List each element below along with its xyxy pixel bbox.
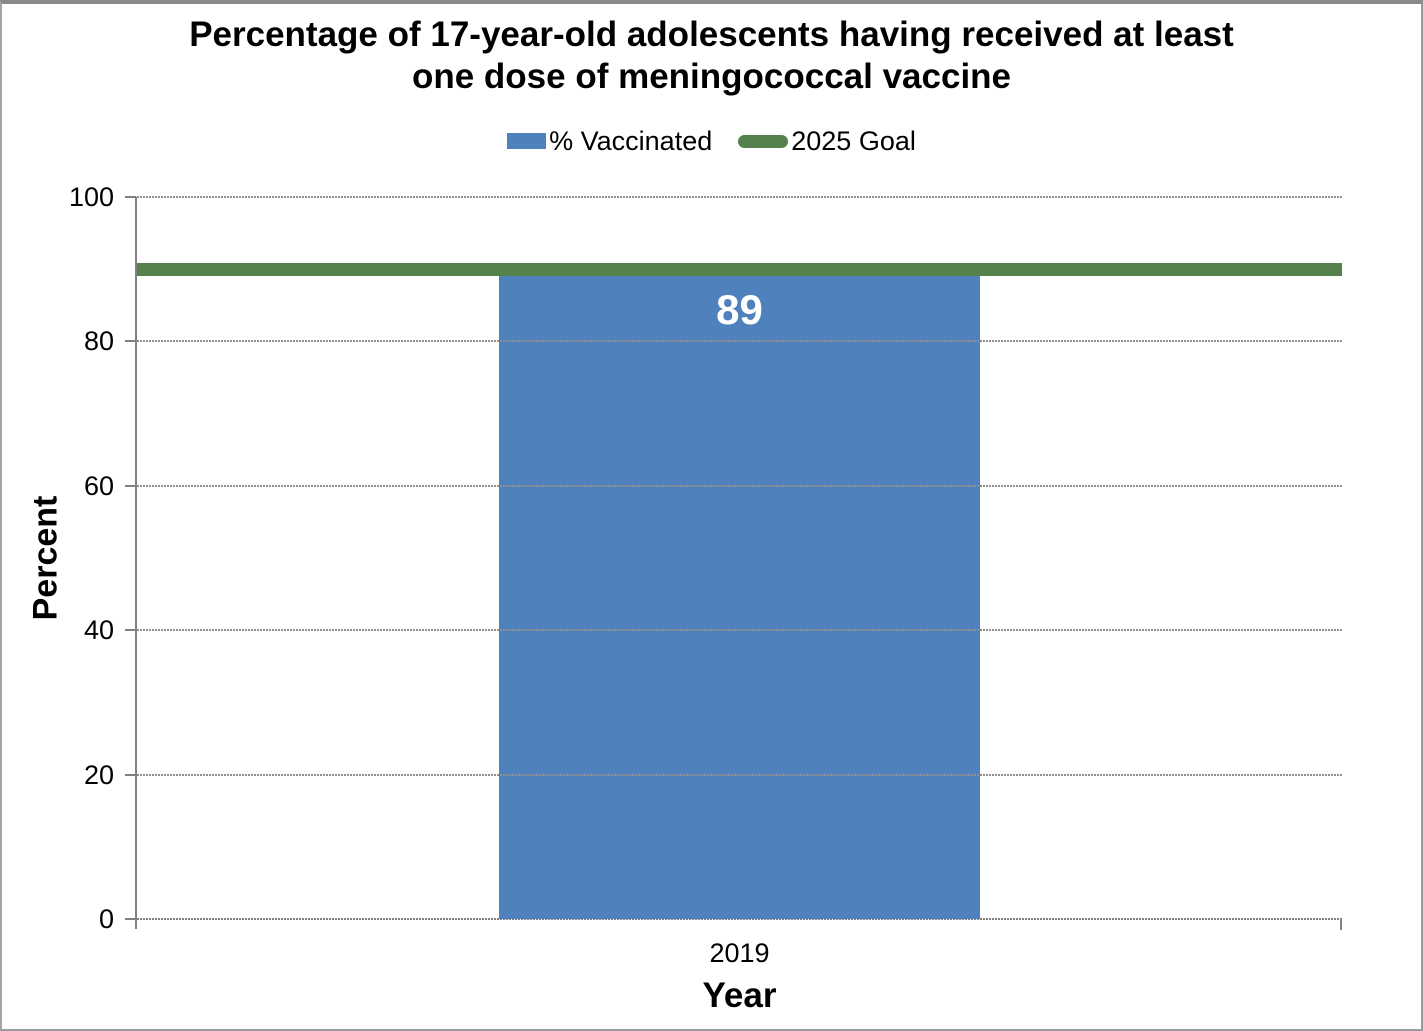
x-axis-tick-mark <box>1340 920 1342 930</box>
legend-item-vaccinated: % Vaccinated <box>507 126 712 157</box>
legend-item-goal: 2025 Goal <box>738 126 916 157</box>
y-tick-label-0: 0 <box>98 904 114 934</box>
x-tick-label-2019: 2019 <box>709 938 770 968</box>
legend-bar-swatch-icon <box>507 133 547 149</box>
y-tick-mark <box>125 918 136 920</box>
y-tick-label-20: 20 <box>83 759 114 790</box>
gridline-40 <box>137 629 1342 632</box>
y-tick-mark <box>125 196 136 198</box>
y-tick-label-60: 60 <box>83 470 114 501</box>
gridline-60 <box>137 484 1342 487</box>
goal-line <box>137 262 1342 276</box>
gridline-100 <box>137 196 1342 198</box>
legend: % Vaccinated 2025 Goal <box>2 124 1421 158</box>
chart-title-line-2: one dose of meningococcal vaccine <box>411 57 1012 96</box>
gridline-80 <box>137 340 1342 343</box>
y-tick-label-100: 100 <box>68 182 114 212</box>
chart-title: Percentage of 17-year-old adolescents ha… <box>2 14 1421 98</box>
legend-label-vaccinated: % Vaccinated <box>549 125 713 156</box>
y-tick-mark <box>125 484 136 487</box>
y-tick-mark <box>125 629 136 632</box>
y-axis-title: Percent <box>26 495 65 621</box>
legend-goal-line-swatch-icon <box>738 134 789 148</box>
legend-label-goal: 2025 Goal <box>791 125 916 156</box>
y-tick-label-40: 40 <box>83 615 114 646</box>
chart-title-line-1: Percentage of 17-year-old adolescents ha… <box>189 15 1234 54</box>
y-tick-mark <box>125 773 136 776</box>
y-tick-mark <box>125 340 136 343</box>
x-axis-line <box>137 918 1342 920</box>
bar-value-label: 89 <box>716 286 763 334</box>
bar-2019: 89 <box>499 276 980 919</box>
gridline-20 <box>137 773 1342 776</box>
y-axis-line <box>135 197 137 929</box>
y-tick-label-80: 80 <box>83 326 114 357</box>
x-axis-title: Year <box>702 976 777 1015</box>
